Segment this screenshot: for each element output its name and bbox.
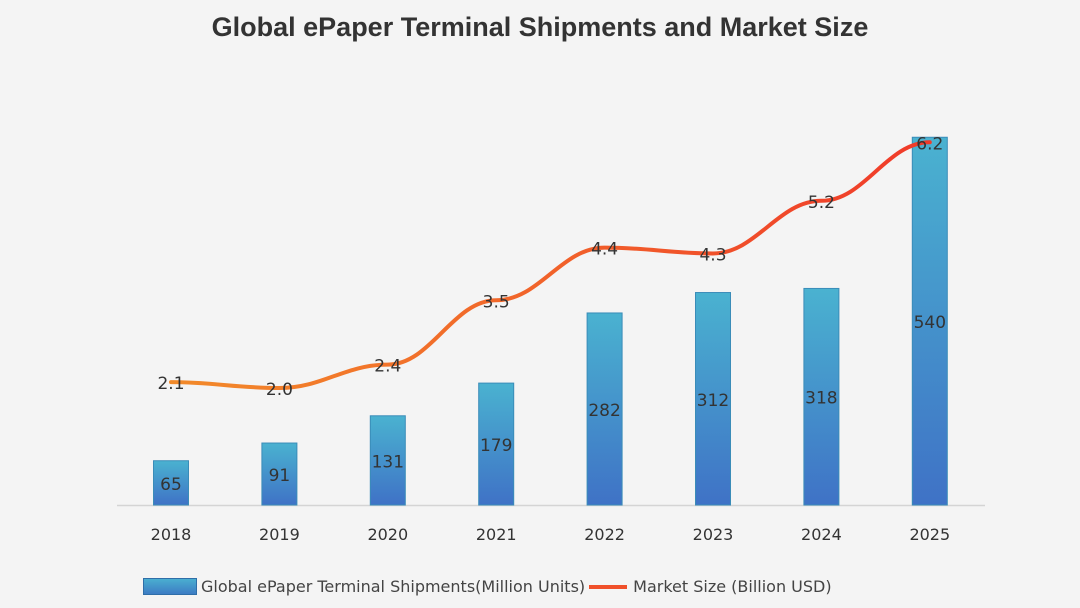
line-data-label-2024: 5.2 <box>808 193 835 213</box>
bar-2023 <box>695 292 731 506</box>
legend-swatch-market-size <box>589 584 628 589</box>
bar-2019 <box>261 442 298 506</box>
bar-data-label-2025: 540 <box>914 313 946 333</box>
line-data-label-2020: 2.4 <box>374 357 401 377</box>
bar-data-label-2020: 131 <box>372 452 404 472</box>
line-data-label-2019: 2.0 <box>266 380 293 400</box>
legend-label-shipments: Global ePaper Terminal Shipments(Million… <box>201 577 586 596</box>
legend: Global ePaper Terminal Shipments(Million… <box>143 577 832 596</box>
bar-2022 <box>586 312 623 506</box>
x-tick-2021: 2021 <box>476 525 517 544</box>
x-tick-2022: 2022 <box>584 525 625 544</box>
bar-data-label-2024: 318 <box>805 389 837 409</box>
market-size-line <box>169 140 932 391</box>
bar-2021 <box>478 382 515 506</box>
x-tick-2019: 2019 <box>259 525 300 544</box>
bar-data-label-2022: 282 <box>588 401 620 421</box>
bar-2024 <box>803 287 840 506</box>
bar-data-label-2023: 312 <box>697 391 729 411</box>
line-data-label-2018: 2.1 <box>157 374 184 394</box>
line-data-label-2022: 4.4 <box>591 240 618 260</box>
x-tick-2024: 2024 <box>801 525 842 544</box>
line-data-label-2021: 3.5 <box>483 292 510 312</box>
bar-2018 <box>153 460 189 506</box>
legend-swatch-shipments <box>143 578 197 595</box>
bar-data-label-2018: 65 <box>160 475 182 495</box>
chart-title: Global ePaper Terminal Shipments and Mar… <box>211 12 869 42</box>
bar-2025 <box>911 136 948 506</box>
x-tick-2020: 2020 <box>367 525 408 544</box>
legend-label-market-size: Market Size (Billion USD) <box>633 577 832 596</box>
x-tick-2025: 2025 <box>909 525 950 544</box>
bar-2020 <box>369 415 406 506</box>
x-tick-2018: 2018 <box>151 525 192 544</box>
x-tick-2023: 2023 <box>693 525 734 544</box>
line-data-label-2025: 6.2 <box>916 134 943 154</box>
bar-data-label-2021: 179 <box>480 436 512 456</box>
bar-data-label-2019: 91 <box>269 466 291 486</box>
line-data-label-2023: 4.3 <box>699 245 726 265</box>
